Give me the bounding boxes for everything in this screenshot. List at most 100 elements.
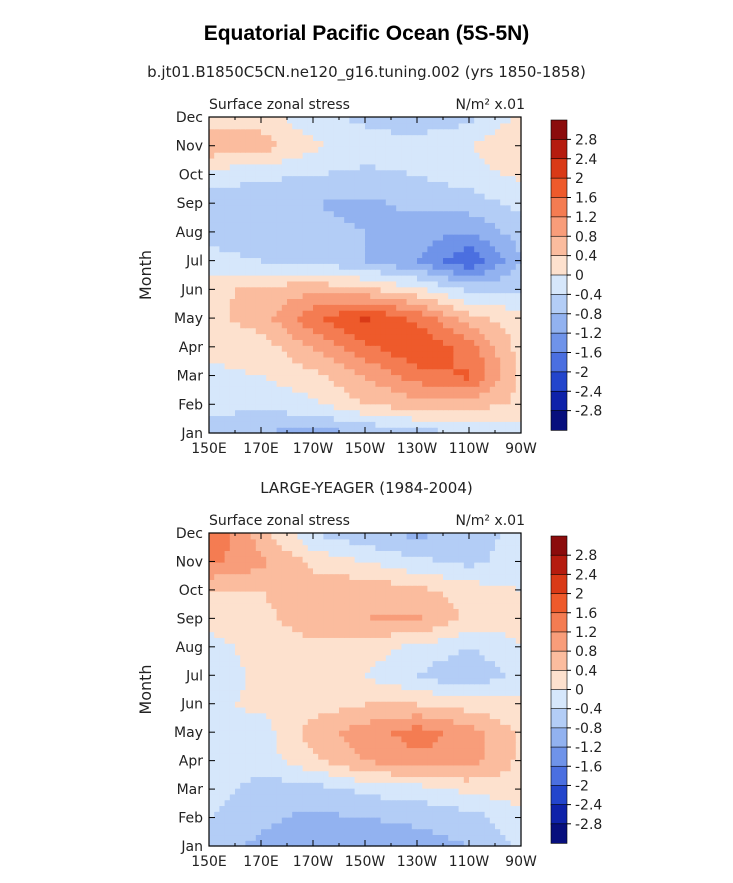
field-cell [505,386,512,393]
field-cell [250,788,257,795]
field-cell [401,257,408,264]
field-cell [276,222,283,229]
field-cell [375,386,382,393]
field-cell [489,198,496,206]
field-cell [417,140,423,147]
field-cell [484,204,491,212]
field-cell [292,834,298,841]
field-cell [463,712,470,720]
field-cell [297,157,304,165]
field-cell [302,805,309,812]
field-cell [391,380,397,387]
field-cell [245,741,252,749]
plot-label: Surface zonal stress [209,97,350,113]
field-cell [354,204,361,212]
field-cell [313,788,319,795]
field-cell [344,747,350,754]
field-cell [479,157,486,165]
field-cell [219,380,226,387]
field-cell [510,840,517,847]
field-cell [432,315,439,323]
field-cell [375,793,382,801]
field-cell [365,187,371,194]
field-cell [271,193,278,200]
field-cell [484,362,491,370]
field-cell [453,822,460,830]
field-cell [489,776,496,783]
field-cell [323,356,330,364]
field-cell [235,280,241,288]
field-cell [417,128,423,136]
field-cell [245,134,252,142]
field-cell [250,117,257,124]
field-cell [474,782,480,789]
field-cell [276,228,283,235]
field-cell [287,157,293,165]
field-cell [474,333,480,340]
field-cell [385,392,392,399]
field-cell [245,292,252,300]
field-cell [261,122,267,130]
field-cell [333,298,340,305]
field-cell [417,776,423,783]
field-cell [318,280,324,288]
field-cell [255,706,262,714]
field-cell [250,228,257,235]
field-cell [333,169,340,177]
field-cell [401,695,408,702]
field-cell [297,152,304,159]
field-cell [365,263,371,270]
field-cell [422,374,428,381]
field-cell [328,392,335,399]
field-cell [307,222,314,229]
field-cell [333,811,340,818]
field-cell [391,741,397,749]
field-cell [281,257,288,264]
field-cell [313,427,319,434]
field-cell [276,374,283,381]
field-cell [354,140,361,147]
field-cell [396,169,402,177]
field-cell [323,339,330,346]
field-cell [349,712,356,720]
y-tick-label: Apr [179,340,203,356]
field-cell [422,747,428,754]
field-cell [328,415,335,422]
field-cell [245,351,252,358]
field-cell [370,730,376,737]
field-cell [443,817,449,824]
field-cell [401,764,408,772]
field-cell [484,333,491,340]
field-cell [266,239,272,247]
field-cell [266,735,272,743]
field-cell [469,741,475,749]
field-cell [292,822,298,830]
field-cell [214,181,220,188]
field-cell [370,152,376,159]
field-cell [458,386,465,393]
field-cell [391,333,397,340]
field-cell [250,741,257,749]
field-cell [245,782,252,789]
field-cell [302,712,309,720]
field-cell [474,753,480,760]
field-cell [510,204,517,212]
field-cell [370,747,376,754]
field-cell [411,140,418,147]
field-cell [297,724,304,731]
field-cell [287,689,293,696]
field-cell [214,292,220,300]
field-cell [463,210,470,218]
field-cell [292,747,298,754]
field-cell [224,788,231,795]
field-cell [292,356,298,364]
field-cell [261,822,267,830]
field-cell [250,122,257,130]
field-cell [255,216,262,223]
field-cell [500,257,506,264]
field-cell [411,822,418,830]
field-cell [318,210,324,218]
field-cell [281,817,288,824]
field-cell [318,811,324,818]
field-cell [505,146,512,153]
